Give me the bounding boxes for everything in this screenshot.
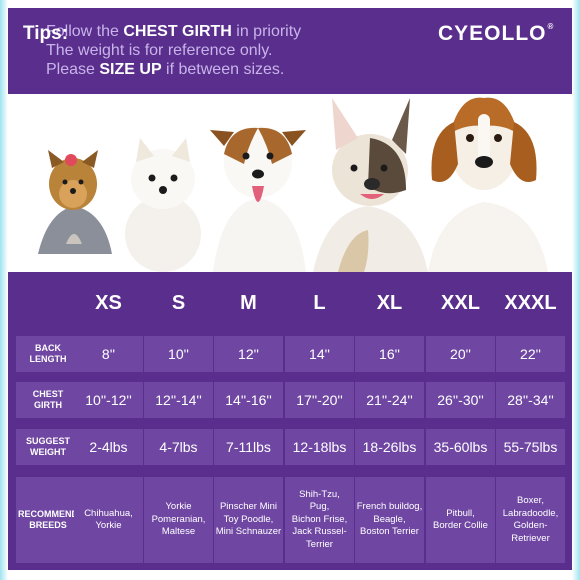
recommend-breeds-cell-xs: Chihuahua, Yorkie xyxy=(74,477,143,563)
row-label-chest-girth: CHEST GIRTH xyxy=(16,382,80,418)
suggest-weight-cell-m: 7-11lbs xyxy=(214,429,283,465)
back-length-cell-s: 10'' xyxy=(144,336,213,372)
back-length-cell-xxl: 20'' xyxy=(426,336,495,372)
row-label-back-length: BACK LENGTH xyxy=(16,336,80,372)
size-header-xxl: XXL xyxy=(441,292,480,314)
size-header-s: S xyxy=(171,292,186,314)
dog-beagle-image xyxy=(428,97,548,272)
back-length-cell-xxxl: 22'' xyxy=(496,336,565,372)
dog-jack-russell-image xyxy=(210,126,306,272)
chest-girth-cell-l: 17''-20'' xyxy=(285,382,354,418)
suggest-weight-cell-xxxl: 55-75lbs xyxy=(496,429,565,465)
tips-label: Tips: xyxy=(23,23,69,44)
size-header-xs: XS xyxy=(95,292,122,314)
back-length-cell-m: 12'' xyxy=(214,336,283,372)
dog-pomeranian-image xyxy=(125,138,201,272)
chest-girth-cell-xl: 21''-24'' xyxy=(355,382,424,418)
chest-girth-cell-m: 14''-16'' xyxy=(214,382,283,418)
back-length-cell-l: 14'' xyxy=(285,336,354,372)
size-header-m: M xyxy=(240,292,257,314)
chest-girth-cell-xxl: 26''-30'' xyxy=(426,382,495,418)
size-header-xl: XL xyxy=(376,292,403,314)
suggest-weight-cell-xxl: 35-60lbs xyxy=(426,429,495,465)
back-length-cell-xl: 16'' xyxy=(355,336,424,372)
recommend-breeds-cell-xxl: Pitbull, Border Collie xyxy=(426,477,495,563)
size-table: XS S M L XL XXL XXXL BACK LENGTH 8'' 10'' 12'' 14'… xyxy=(8,272,572,570)
dog-french-bulldog-image xyxy=(313,98,428,272)
suggest-weight-cell-s: 4-7lbs xyxy=(144,429,213,465)
recommend-breeds-cell-m: Pinscher Mini Toy Poodle, Mini Schnauzer xyxy=(214,477,283,563)
row-label-suggest-weight: SUGGEST WEIGHT xyxy=(16,429,80,465)
back-length-cell-xs: 8'' xyxy=(74,336,143,372)
tips-header: Follow the CHEST GIRTH in priority The w… xyxy=(8,8,572,94)
size-header-xxxl: XXXL xyxy=(504,292,557,314)
suggest-weight-cell-xs: 2-4lbs xyxy=(74,429,143,465)
chest-girth-cell-xs: 10''-12'' xyxy=(74,382,143,418)
chest-girth-cell-s: 12''-14'' xyxy=(144,382,213,418)
dog-photo xyxy=(8,94,572,272)
row-label-recommend-breeds: RECOMMEND BREEDS xyxy=(16,477,80,563)
recommend-breeds-cell-xxxl: Boxer, Labradoodle, Golden- Retriever xyxy=(496,477,565,563)
brand-logo: CYEOLLO® xyxy=(438,22,555,45)
tip-line-3: Please SIZE UP if between sizes. xyxy=(46,61,285,78)
size-header-l: L xyxy=(313,292,326,314)
dog-yorkie-image xyxy=(38,150,112,254)
tip-line-1: Follow the CHEST GIRTH in priority xyxy=(46,23,302,40)
suggest-weight-cell-xl: 18-26lbs xyxy=(355,429,424,465)
recommend-breeds-cell-l: Shih-Tzu, Pug, Bichon Frise, Jack Russel… xyxy=(285,477,354,563)
recommend-breeds-cell-xl: French buildog, Beagle, Boston Terrier xyxy=(355,477,424,563)
tip-line-2: The weight is for reference only. xyxy=(46,42,273,59)
chest-girth-cell-xxxl: 28''-34'' xyxy=(496,382,565,418)
recommend-breeds-cell-s: Yorkie Pomeranian, Maltese xyxy=(144,477,213,563)
suggest-weight-cell-l: 12-18lbs xyxy=(285,429,354,465)
